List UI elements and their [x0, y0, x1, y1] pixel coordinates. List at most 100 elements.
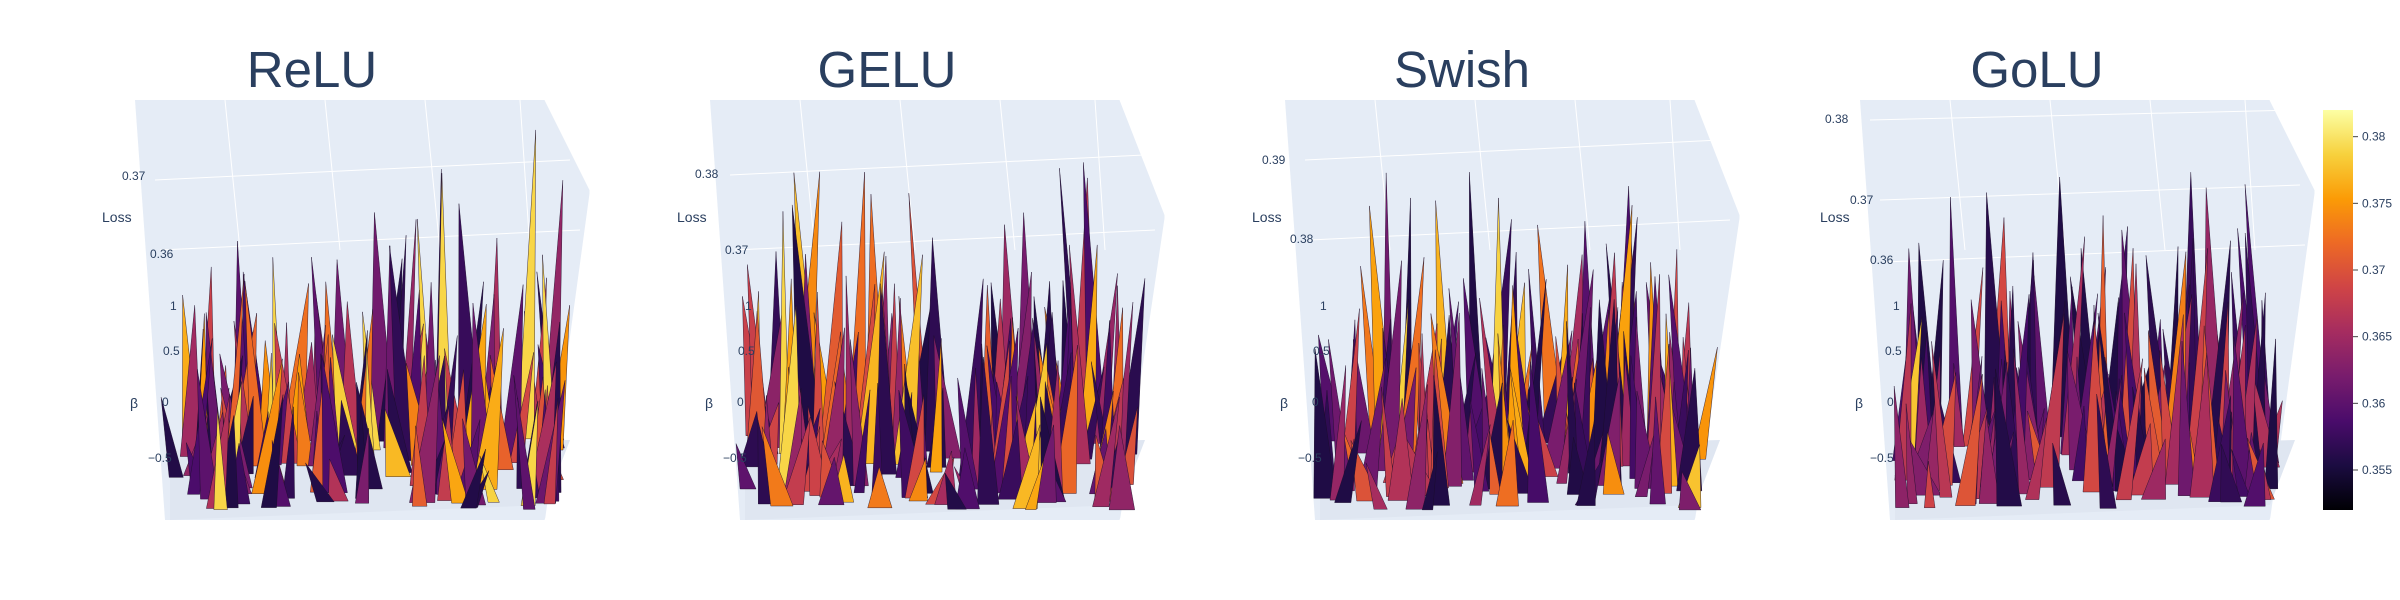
surface-spike — [1334, 420, 1362, 503]
surface-spike — [1432, 375, 1450, 506]
z-tick-label: 0.36 — [1870, 253, 1894, 267]
y-tick-label: 1 — [745, 299, 752, 313]
z-tick-label: 0.37 — [1850, 193, 1874, 207]
surface-spike — [2220, 444, 2243, 503]
surface-spike — [2115, 358, 2143, 501]
y-tick-label: 0.5 — [738, 344, 755, 358]
subplot-1[interactable]: ReLU Loss β 0.36 0.37 −0.5 0 0.5 1 — [102, 41, 591, 521]
surface-spike — [955, 447, 980, 510]
surface-spike — [1421, 451, 1438, 511]
y-tick-label: 0 — [1312, 395, 1319, 409]
surface-spike — [2096, 394, 2117, 509]
surface-spike — [296, 372, 315, 467]
surface-spike — [977, 356, 1000, 505]
y-tick-label: −0.5 — [148, 451, 172, 465]
surface-spike — [1387, 398, 1415, 501]
y-tick-label: 0.5 — [1885, 344, 1902, 358]
surface-spike — [1092, 396, 1120, 507]
y-tick-label: 0 — [162, 395, 169, 409]
z-tick-label: 0.39 — [1262, 153, 1286, 167]
z-axis-title: Loss — [1252, 209, 1282, 225]
surface-spike — [853, 389, 871, 493]
surface-spike — [867, 466, 893, 509]
surface-spike — [1025, 459, 1044, 510]
subplot-3[interactable]: Swish Loss β 0.38 0.39 −0.5 0 0.5 1 — [1252, 41, 1741, 521]
surface-spike — [2013, 348, 2032, 495]
y-tick-label: −0.5 — [1298, 451, 1322, 465]
surface-spike — [355, 428, 369, 504]
subplot-4[interactable]: GoLU Loss β 0.36 0.37 0.38 −0.5 0 0.5 1 — [1820, 41, 2316, 521]
colorbar-tick-label: 0.355 — [2362, 463, 2392, 477]
surface-spike — [1052, 345, 1078, 494]
surface-spike — [1489, 431, 1502, 495]
surface-spike — [1012, 424, 1041, 509]
surface-spike — [1442, 312, 1462, 487]
y-axis-title: β — [705, 395, 713, 411]
y-tick-label: 0 — [1887, 395, 1894, 409]
surface-spike — [305, 462, 335, 503]
surface-spike — [929, 338, 943, 473]
y-tick-label: 0 — [737, 395, 744, 409]
y-tick-label: 0.5 — [163, 344, 180, 358]
surface-spike — [2141, 438, 2166, 500]
surface-spike — [1905, 403, 1918, 504]
surface-spike — [1649, 396, 1666, 505]
surface-spike — [460, 448, 486, 509]
surface-spike — [1678, 470, 1702, 511]
z-tick-label: 0.36 — [150, 247, 174, 261]
surface-spike — [2177, 341, 2196, 496]
surface-spike — [1469, 424, 1491, 506]
surface-spike — [1924, 461, 1936, 508]
loss-surface — [735, 162, 1146, 511]
subplot-2[interactable]: GELU Loss β 0.37 0.38 −0.5 0 0.5 1 — [677, 41, 1166, 521]
surface-spike — [2061, 236, 2085, 456]
surface-spike — [513, 375, 536, 510]
colorbar-tick-label: 0.38 — [2362, 130, 2386, 144]
surface-spike — [1495, 420, 1519, 507]
z-tick-label: 0.38 — [695, 167, 719, 181]
surface-spike — [876, 283, 897, 475]
surface-spike — [1313, 348, 1337, 499]
loss-surface — [1313, 172, 1718, 511]
surface-spike — [1365, 462, 1388, 510]
surface-spike — [441, 418, 469, 504]
y-axis-title: β — [1855, 395, 1863, 411]
surface-spike — [2025, 417, 2047, 500]
z-tick-label: 0.37 — [122, 169, 146, 183]
colorbar-tick-label: 0.375 — [2362, 196, 2392, 210]
surface-spike — [2052, 442, 2072, 506]
surface-spike — [2243, 442, 2266, 507]
surface-spike — [160, 397, 184, 478]
colorbar-tick-label: 0.36 — [2362, 396, 2386, 410]
surface-spike — [818, 456, 845, 506]
surface-spike — [471, 328, 504, 490]
surface-spike — [1091, 273, 1118, 444]
colorbar-bar — [2323, 110, 2353, 510]
panel-title: Swish — [1394, 41, 1530, 98]
y-axis-title: β — [130, 395, 138, 411]
colorbar: 0.355 0.36 0.365 0.37 0.375 0.38 — [2323, 110, 2392, 510]
surface-spike — [543, 398, 559, 505]
surface-spike — [260, 394, 284, 508]
loss-surface — [1892, 172, 2283, 509]
surface-spike — [1995, 368, 2022, 507]
gridlines — [1869, 99, 2316, 521]
y-tick-label: −0.5 — [1870, 451, 1894, 465]
surface-spike — [735, 443, 757, 490]
y-tick-label: −0.5 — [723, 451, 747, 465]
colorbar-tick-label: 0.37 — [2362, 263, 2386, 277]
surface-spike — [384, 408, 411, 477]
surface-spike — [328, 458, 349, 502]
z-tick-label: 0.38 — [1825, 112, 1849, 126]
loss-surface — [160, 129, 570, 510]
surface-spike — [213, 409, 228, 510]
surface-spike — [1576, 419, 1596, 506]
z-tick-label: 0.38 — [1290, 232, 1314, 246]
surface-spike — [337, 400, 363, 476]
surface-spike — [1634, 429, 1656, 497]
surface-spike — [1108, 425, 1135, 511]
surface-spike — [944, 472, 967, 510]
z-axis-title: Loss — [1820, 209, 1850, 225]
surface-spike — [2128, 423, 2154, 496]
